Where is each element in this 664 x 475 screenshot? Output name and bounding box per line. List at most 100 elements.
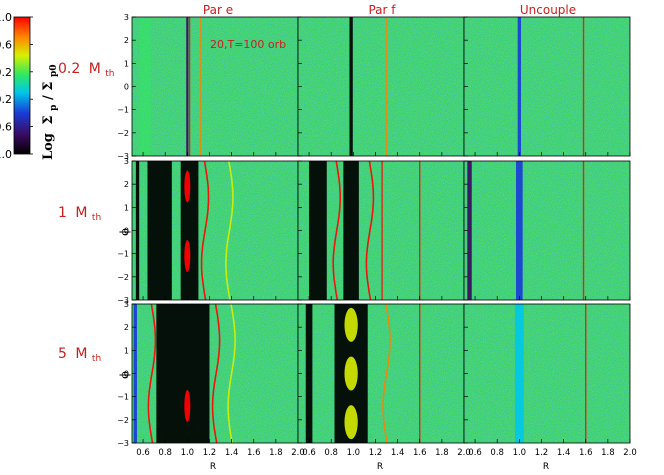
xlabel-uncouple: R [543,462,549,472]
xlabel-par-f: R [377,462,383,472]
x-tick-label: 1.8 [269,448,283,458]
y-tick-label: −1 [117,106,129,115]
panel-field [132,17,298,156]
x-tick-label: 1.4 [225,448,239,458]
feature-gap [517,17,521,156]
y-tick-label: 2 [124,36,129,45]
colorbar-label-slash: / [41,95,56,100]
x-tick-label: 2.0 [623,448,637,458]
panel-uncouple-0.2-mth [463,16,631,157]
row-label-m: M [75,205,87,221]
panel-par-f-5-mth: 0.6 0.8 1.0 1.2 1.4 1.6 1.8 2.0 [297,303,471,458]
y-tick-label: −2 [117,416,129,425]
feature-wave [382,304,391,443]
annotation: 20,T=100 orb [210,38,286,51]
panel-field [298,161,464,300]
row-label-0.2-mth: 0.2 M th [58,61,115,79]
x-tick-label: 1.8 [601,448,615,458]
x-tick-label: 1.2 [369,448,383,458]
feature-wave [200,161,210,300]
x-tick-label: 1.0 [181,448,195,458]
y-tick-label: −2 [117,129,129,138]
feature-ring [139,17,151,156]
x-tick-label: 0.8 [324,448,338,458]
panel-field [464,161,630,300]
panel-noise-yellow [132,17,298,156]
colorbar-tick-label: −0.6 [0,121,12,134]
column-title-uncouple: Uncouple [520,3,576,17]
y-tick-label: 3 [124,300,129,309]
panel-noise-yellow [298,17,464,156]
panel-field [464,17,630,156]
colorbar-label: Log Σ p / Σ p0 [41,64,60,160]
panel-uncouple-1-mth [463,160,631,301]
panel-noise-yellow [464,304,630,443]
x-tick-label: 0.6 [302,448,316,458]
y-tick-label: 1 [124,59,129,68]
colorbar: 1.0 0.6 0.2 −0.2 −0.6 −1.0 Log Σ p / Σ p0 [0,11,60,161]
colorbar-label-p0: p0 [49,64,59,77]
feature-wave [225,161,234,300]
row-label-5-mth: 5 M th [58,346,101,364]
y-tick-label: 1 [124,346,129,355]
colorbar-tick-label: 0.2 [0,66,12,79]
x-tick-label: 1.4 [557,448,571,458]
y-tick-label: 2 [124,323,129,332]
y-tick-label: 0 [124,227,129,236]
y-tick-label: 3 [124,157,129,166]
panel-noise-yellow [464,161,630,300]
feature-vortex [184,239,191,272]
feature-vortex [184,389,191,422]
panel-field [298,17,464,156]
feature-island [344,307,358,342]
y-tick-label: 0 [124,83,129,92]
x-tick-label: 1.2 [535,448,549,458]
feature-wave [365,161,375,300]
colorbar-tick-label: 0.6 [0,38,12,51]
colorbar-gradient [13,16,31,155]
colorbar-ticks: 1.0 0.6 0.2 −0.2 −0.6 −1.0 [0,11,33,161]
x-tick-label: 2.0 [291,448,305,458]
feature-gap [147,161,172,300]
x-tick-label: 1.0 [347,448,361,458]
x-tick-label: 0.8 [158,448,172,458]
y-tick-label: −3 [117,152,129,161]
feature-gap [514,304,524,443]
ylabel-row-1: ϕ [118,228,131,236]
colorbar-label-log: Log [41,133,56,160]
row-label-num: 0.2 [58,61,80,77]
panel-field [298,304,464,443]
panel-uncouple-5-mth: 0.6 0.8 1.0 1.2 1.4 1.6 1.8 2.0 [463,303,637,458]
colorbar-tick-label: 1.0 [0,11,12,24]
y-tick-label: −2 [117,273,129,282]
feature-gap [343,161,359,300]
x-tick-label: 1.6 [579,448,593,458]
feature-gap [156,304,210,443]
x-tick-label: 1.2 [203,448,217,458]
column-title-par-e: Par e [203,3,233,17]
feature-gap [349,17,353,156]
row-label-sub: th [92,213,101,223]
x-tick-label: 1.4 [391,448,405,458]
ylabel-row-2: ϕ [118,371,131,379]
colorbar-label-sigma2: Σ [41,82,56,91]
panel-par-e-0.2-mth: 3 2 1 0 −1 −2 −3 [117,13,299,161]
feature-gap [467,161,472,300]
panel-field [464,304,630,443]
panel-noise-yellow [298,304,464,443]
colorbar-tick-label: −1.0 [0,148,12,161]
x-tick-label: 1.0 [513,448,527,458]
colorbar-label-sigma: Σ [41,115,56,124]
column-title-par-f: Par f [368,3,396,17]
row-label-m: M [89,61,101,77]
xlabel-par-e: R [210,462,216,472]
feature-wave [211,304,221,443]
y-tick-label: 1 [124,203,129,212]
panel-par-f-1-mth [297,160,465,301]
x-tick-label: 2.0 [457,448,471,458]
x-tick-label: 1.6 [247,448,261,458]
x-tick-label: 1.8 [435,448,449,458]
colorbar-label-p: p [49,105,59,111]
row-label-num: 1 [58,205,67,221]
panel-par-f-0.2-mth [297,16,465,157]
